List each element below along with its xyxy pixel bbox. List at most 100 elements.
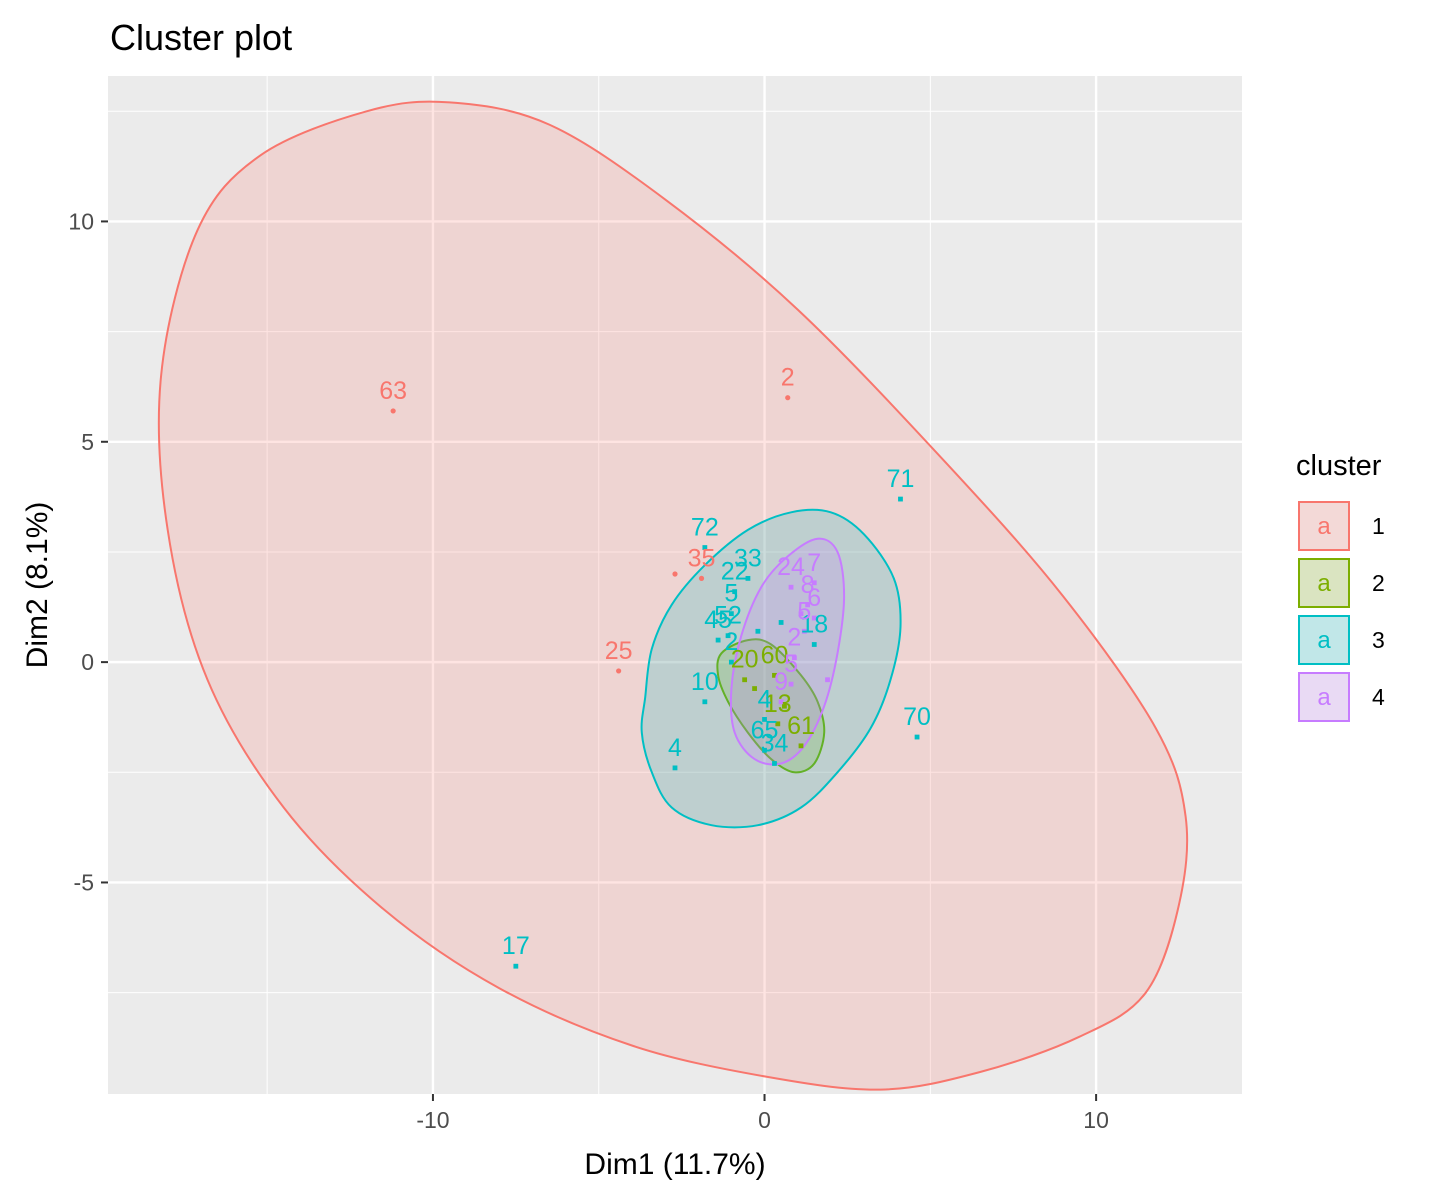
legend-item-label: 1	[1372, 513, 1385, 539]
cluster-3-point	[513, 963, 519, 969]
cluster-4-point-label: 24	[777, 553, 805, 581]
y-tick-label: 5	[81, 429, 94, 455]
y-axis-title: Dim2 (8.1%)	[21, 502, 54, 669]
cluster-3-point	[702, 699, 708, 705]
cluster-1-ellipse	[157, 100, 1189, 1091]
grid-major	[108, 76, 1242, 1094]
cluster-4-point	[798, 611, 804, 617]
cluster-3-point-label: 72	[691, 514, 719, 542]
y-tick-label: 0	[81, 649, 94, 675]
cluster-2-point	[742, 677, 748, 683]
chart-title: Cluster plot	[110, 17, 292, 58]
cluster-3-point	[762, 747, 767, 753]
y-axis-ticks: -5 0 5 10	[68, 208, 108, 895]
legend-title: cluster	[1296, 450, 1382, 482]
cluster-3-point	[898, 496, 903, 502]
legend-key-background	[1298, 501, 1350, 551]
cluster-4-point-label: 7	[807, 549, 821, 577]
cluster-2-point	[775, 721, 781, 727]
cluster-3-point	[728, 611, 734, 617]
legend-key-background	[1298, 558, 1350, 608]
legend-key-background	[1298, 672, 1350, 722]
cluster-2-point-label: 20	[731, 646, 759, 674]
cluster-4-point	[778, 699, 784, 705]
cluster-4-point-label: 6	[807, 584, 821, 612]
legend-key-glyph: a	[1317, 684, 1331, 711]
legend-key	[1298, 672, 1350, 722]
cluster-1-point-label: 35	[688, 544, 716, 572]
legend-key-glyph: a	[1317, 513, 1331, 540]
cluster-1-point	[390, 408, 396, 414]
legend-item-label: 3	[1372, 627, 1385, 653]
cluster-3-point-label: 52	[714, 602, 742, 630]
cluster-1-point-label: 63	[379, 377, 407, 405]
grid-minor	[108, 76, 1242, 1094]
cluster-3-point	[702, 545, 708, 550]
cluster-2-point-label: 13	[764, 690, 792, 718]
cluster-1-point	[616, 668, 622, 674]
legend-key	[1298, 501, 1350, 551]
cluster-4-point-label: 9	[774, 668, 788, 696]
cluster-3-point-label: 4	[758, 685, 772, 713]
cluster-4-point	[811, 615, 817, 621]
cluster-3-point-label: 10	[691, 668, 719, 696]
cluster-3-point	[732, 589, 738, 595]
cluster-3-point-label: 70	[903, 703, 931, 731]
cluster-3-point-label: 65	[751, 716, 779, 744]
cluster-4-point	[801, 628, 807, 634]
cluster-4-point	[805, 602, 811, 608]
cluster-4-point	[791, 655, 797, 661]
cluster-3-point-label: 5	[724, 580, 738, 608]
cluster-3-point	[811, 642, 817, 647]
cluster-2-point	[798, 743, 804, 749]
cluster-4-point	[788, 681, 794, 687]
x-tick-label: -10	[416, 1107, 449, 1133]
legend-key-glyph: a	[1317, 627, 1331, 654]
y-tick-label: 10	[68, 208, 94, 234]
cluster-3-point-label: 33	[734, 544, 762, 572]
cluster-3-point-label: 22	[721, 558, 749, 586]
cluster-1-point	[698, 575, 705, 581]
cluster-1-point-label: 2	[781, 364, 795, 392]
y-tick-label: -5	[74, 869, 94, 895]
cluster-2-point-label: 61	[787, 712, 815, 740]
cluster-4-point-label: 8	[801, 571, 815, 599]
cluster-4-point-label: 5	[784, 650, 798, 678]
cluster-1-point	[785, 395, 791, 401]
cluster-4-point	[825, 677, 830, 683]
legend-item-label: 2	[1372, 570, 1385, 596]
cluster-3-point-label: 2	[724, 628, 738, 656]
cluster-3-point	[672, 765, 678, 771]
cluster-2-ellipse	[716, 638, 826, 774]
cluster-4-ellipse	[729, 537, 846, 766]
cluster-4-point	[811, 580, 817, 586]
cluster-3-point-label: 4	[668, 734, 682, 762]
cluster-4-point-label: 5	[797, 597, 811, 625]
cluster-3-point	[772, 761, 777, 766]
legend-key	[1298, 615, 1350, 665]
cluster-2-point	[752, 686, 757, 691]
legend-key-background	[1298, 615, 1350, 665]
legend-key	[1298, 558, 1350, 608]
cluster-4-point-label: 2	[787, 624, 801, 652]
cluster-2-point	[772, 672, 777, 678]
cluster-2-point-label: 60	[761, 641, 789, 669]
cluster-2-point	[782, 703, 787, 709]
x-tick-label: 10	[1083, 1107, 1109, 1133]
cluster-3-point	[778, 620, 784, 625]
cluster-3-point	[715, 637, 721, 643]
cluster-1-point	[672, 571, 678, 577]
cluster-3-ellipse	[640, 508, 902, 829]
cluster-3-point	[725, 633, 731, 639]
legend-item-label: 4	[1372, 684, 1385, 710]
x-axis-title: Dim1 (11.7%)	[584, 1148, 765, 1181]
cluster-3-point	[762, 717, 767, 722]
x-tick-label: 0	[758, 1107, 771, 1133]
cluster-3-point-label: 45	[704, 606, 732, 634]
